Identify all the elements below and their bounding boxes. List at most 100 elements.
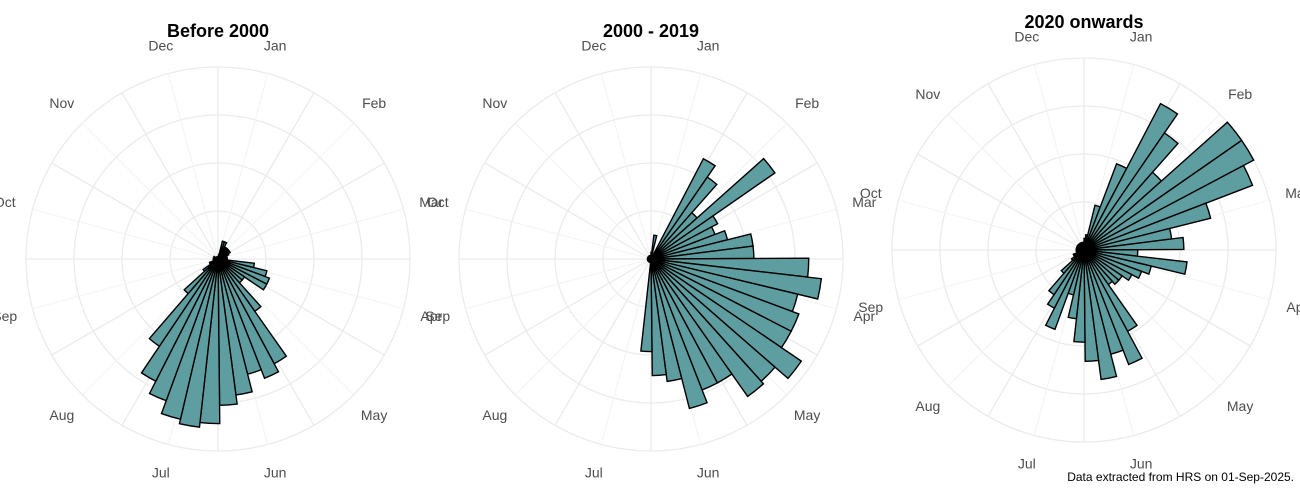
month-gridline <box>917 153 1085 251</box>
month-label-apr: Apr <box>1286 299 1300 315</box>
month-gridline <box>917 249 1085 347</box>
polar-bar <box>217 258 280 380</box>
minor-gridline <box>167 73 219 260</box>
month-label-jan: Jan <box>264 38 287 54</box>
month-label-sep: Sep <box>858 299 883 315</box>
month-label-aug: Aug <box>49 407 74 423</box>
month-label-aug: Aug <box>482 407 507 423</box>
month-gridline <box>121 92 219 260</box>
month-label-oct: Oct <box>860 185 882 201</box>
minor-gridline <box>465 208 652 260</box>
polar-bar <box>1083 202 1212 251</box>
month-gridline <box>484 258 652 356</box>
month-label-sep: Sep <box>425 308 450 324</box>
polar-bar <box>650 234 658 260</box>
polar-bar <box>650 258 765 398</box>
polar-bar <box>650 258 708 410</box>
month-label-jan: Jan <box>1130 29 1153 45</box>
polar-bar <box>1083 139 1255 251</box>
polar-bar <box>1083 249 1120 286</box>
month-label-feb: Feb <box>362 95 386 111</box>
polar-bar <box>1083 131 1179 251</box>
month-label-feb: Feb <box>795 95 819 111</box>
month-label-apr: Apr <box>853 308 875 324</box>
polar-bar <box>1083 249 1118 381</box>
polar-bar <box>640 258 653 353</box>
polar-chart-2: Jan Feb Mar Apr May Jun Jul Aug Sep Oct Nov Dec2000… <box>425 21 876 480</box>
month-label-mar: Mar <box>419 194 443 210</box>
month-gridline <box>217 162 385 260</box>
polar-bar <box>1083 249 1100 363</box>
polar-bar <box>140 258 219 383</box>
polar-bar <box>650 258 668 377</box>
month-label-jul: Jul <box>585 464 603 480</box>
month-label-dec: Dec <box>148 38 173 54</box>
polar-bar <box>650 258 683 383</box>
month-gridline <box>51 258 219 356</box>
polar-chart-3: Jan Feb Mar Apr May Jun Jul Aug Sep Oct Nov Dec2020… <box>858 12 1300 471</box>
minor-gridline <box>81 122 219 260</box>
minor-gridline <box>217 208 404 260</box>
minor-gridline <box>32 258 219 310</box>
polar-bar <box>1083 249 1144 366</box>
minor-gridline <box>947 249 1085 387</box>
polar-bar <box>650 258 803 380</box>
month-label-jun: Jun <box>264 464 287 480</box>
polar-bar <box>650 176 718 260</box>
month-label-dec: Dec <box>581 38 606 54</box>
month-label-nov: Nov <box>915 86 940 102</box>
month-label-jul: Jul <box>152 464 170 480</box>
month-label-may: May <box>1227 398 1253 414</box>
month-label-may: May <box>361 407 387 423</box>
month-label-jun: Jun <box>1130 455 1153 471</box>
month-label-oct: Oct <box>0 194 16 210</box>
minor-gridline <box>898 199 1085 251</box>
polar-bar <box>1083 236 1185 251</box>
month-label-oct: Oct <box>427 194 449 210</box>
month-label-jul: Jul <box>1018 455 1036 471</box>
month-label-mar: Mar <box>852 194 876 210</box>
polar-bar <box>650 214 719 260</box>
month-label-apr: Apr <box>420 308 442 324</box>
month-label-feb: Feb <box>1228 86 1252 102</box>
minor-gridline <box>600 258 652 445</box>
data-source-caption: Data extracted from HRS on 01-Sep-2025. <box>1067 470 1294 484</box>
month-gridline <box>554 92 652 260</box>
minor-gridline <box>217 122 355 260</box>
minor-gridline <box>1033 64 1085 251</box>
polar-bar <box>1082 241 1085 251</box>
polar-bar <box>1083 102 1179 251</box>
polar-bar <box>148 258 219 402</box>
polar-bar <box>183 258 219 295</box>
month-label-jun: Jun <box>697 464 720 480</box>
month-label-sep: Sep <box>0 308 17 324</box>
month-label-jan: Jan <box>697 38 720 54</box>
minor-gridline <box>32 208 219 260</box>
chart-title: 2000 - 2019 <box>603 21 699 41</box>
month-gridline <box>217 92 315 260</box>
minor-gridline <box>514 258 652 396</box>
minor-gridline <box>898 249 1085 301</box>
month-label-nov: Nov <box>49 95 74 111</box>
minor-gridline <box>217 73 269 260</box>
minor-gridline <box>650 73 702 260</box>
polar-bar <box>1083 164 1254 251</box>
month-gridline <box>987 83 1085 251</box>
month-gridline <box>484 162 652 260</box>
month-gridline <box>554 258 652 426</box>
polar-bar <box>650 157 717 260</box>
polar-bar <box>148 258 219 348</box>
minor-gridline <box>600 73 652 260</box>
month-label-dec: Dec <box>1014 29 1039 45</box>
minor-gridline <box>465 258 652 310</box>
month-label-mar: Mar <box>1285 185 1300 201</box>
polar-bar <box>650 157 776 260</box>
minor-gridline <box>514 122 652 260</box>
polar-chart-1: Jan Feb Mar Apr May Jun Jul Aug Sep Oct Nov DecBefo… <box>0 21 444 480</box>
chart-title: Before 2000 <box>167 21 269 41</box>
minor-gridline <box>947 113 1085 251</box>
month-gridline <box>51 162 219 260</box>
chart-title: 2020 onwards <box>1024 12 1143 32</box>
month-label-may: May <box>794 407 820 423</box>
